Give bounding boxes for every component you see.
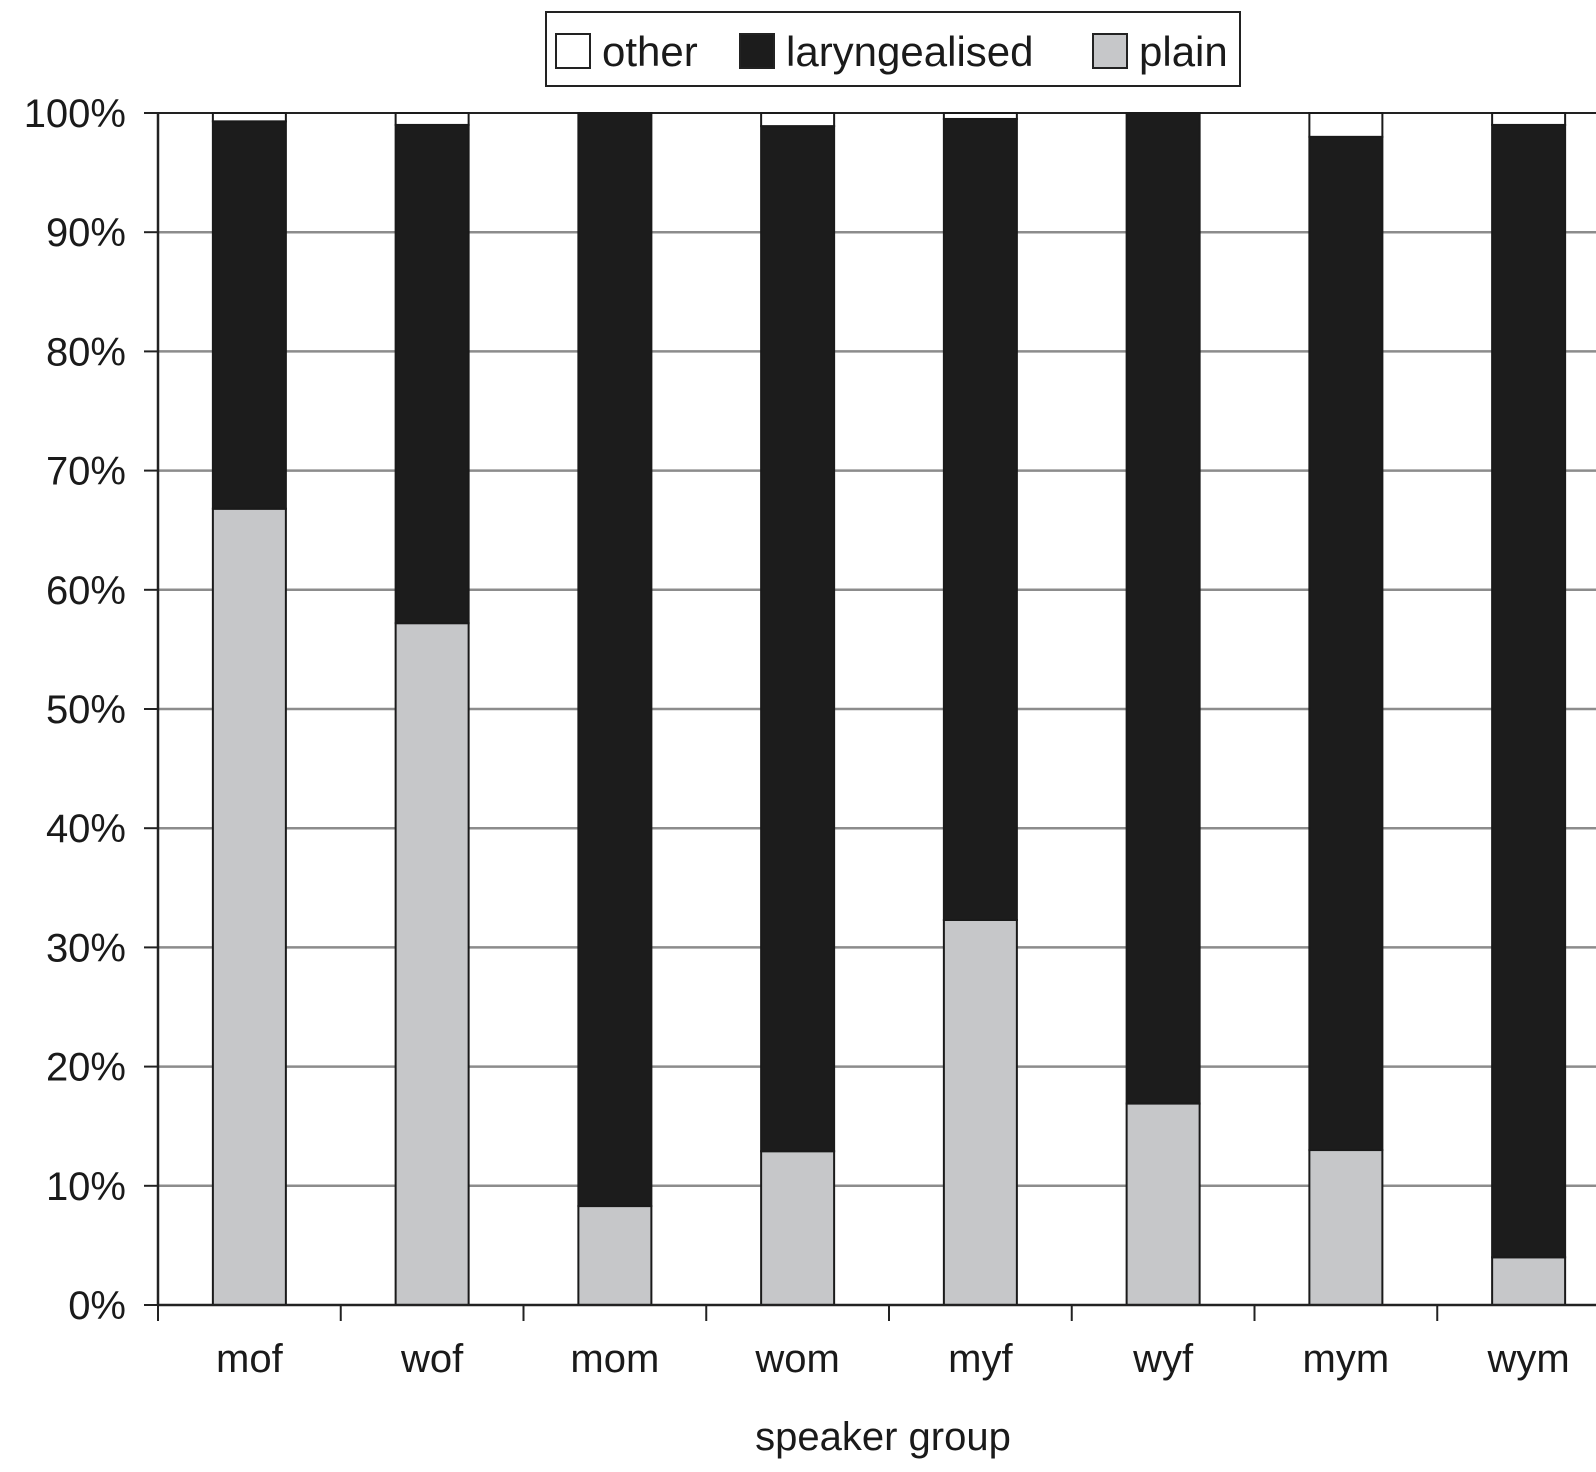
legend-swatch-laryngealised [739, 33, 775, 69]
y-tick-label: 100% [24, 92, 126, 136]
x-tick-label: mof [216, 1337, 284, 1381]
x-tick-label: wof [400, 1337, 464, 1381]
bar-segment-plain-mom [577, 1205, 653, 1306]
y-tick-label: 30% [46, 926, 126, 970]
bar-segment-plain-myf [942, 918, 1018, 1306]
legend-swatch-plain [1092, 33, 1128, 69]
y-tick-label: 90% [46, 211, 126, 255]
bar-segment-laryngealised-mof [211, 120, 287, 510]
bar-segment-laryngealised-wof [394, 123, 470, 625]
bar-segment-laryngealised-wyf [1125, 112, 1201, 1105]
y-tick-label: 80% [46, 330, 126, 374]
bar-segment-other-wom [760, 112, 836, 128]
x-axis-title: speaker group [755, 1415, 1011, 1459]
bar-segment-other-myf [942, 112, 1018, 120]
x-tick-label: wyf [1132, 1337, 1194, 1381]
bar-segment-plain-wom [760, 1150, 836, 1307]
y-tick-label: 60% [46, 569, 126, 613]
x-tick-label: mym [1303, 1337, 1390, 1381]
bar-segment-other-wym [1491, 112, 1567, 126]
bar-segment-plain-wof [394, 622, 470, 1306]
y-tick-label: 40% [46, 807, 126, 851]
y-tick-label: 70% [46, 450, 126, 494]
bar-segment-other-mym [1308, 112, 1384, 138]
bar-segment-laryngealised-wom [760, 125, 836, 1153]
x-tick-label: mom [570, 1337, 659, 1381]
bars [211, 112, 1567, 1307]
x-tick-label: wom [754, 1337, 839, 1381]
bar-segment-plain-mof [211, 507, 287, 1306]
legend-label-plain: plain [1139, 28, 1228, 75]
y-tick-label: 0% [68, 1284, 126, 1328]
x-tick-label: wym [1487, 1337, 1570, 1381]
bar-segment-laryngealised-mom [577, 112, 653, 1208]
legend-label-laryngealised: laryngealised [786, 28, 1034, 75]
legend-swatch-other [555, 33, 591, 69]
y-tick-label: 10% [46, 1165, 126, 1209]
legend-label-other: other [602, 28, 698, 75]
bar-segment-laryngealised-mym [1308, 135, 1384, 1152]
axes: 0% 10% 20% 30% 40% 50% 60% 70% 80% 90% 100% mof wof m… [24, 92, 1596, 1381]
bar-segment-plain-mym [1308, 1149, 1384, 1307]
x-tick-label: myf [948, 1337, 1013, 1381]
bar-segment-other-mof [211, 112, 287, 123]
bar-segment-plain-wym [1491, 1256, 1567, 1306]
legend: other laryngealised plain [545, 11, 1241, 87]
bar-segment-laryngealised-wym [1491, 123, 1567, 1259]
bar-segment-plain-wyf [1125, 1102, 1201, 1306]
bar-segment-other-wof [394, 112, 470, 126]
y-tick-label: 20% [46, 1046, 126, 1090]
bar-segment-laryngealised-myf [942, 117, 1018, 921]
y-tick-label: 50% [46, 688, 126, 732]
